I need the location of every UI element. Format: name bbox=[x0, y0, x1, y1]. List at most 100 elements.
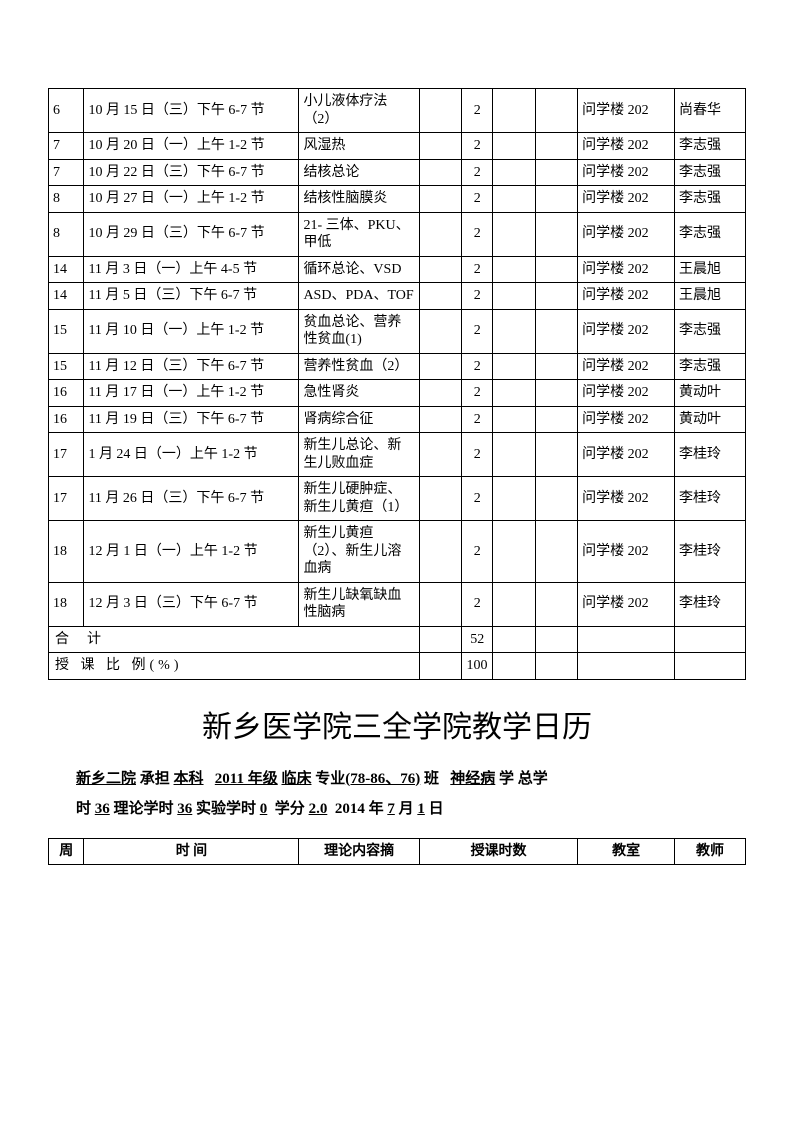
cell: 2 bbox=[462, 406, 493, 433]
cell bbox=[535, 256, 578, 283]
cell: 2 bbox=[462, 477, 493, 521]
cell bbox=[535, 582, 578, 626]
cell: 2 bbox=[462, 133, 493, 160]
cell bbox=[535, 309, 578, 353]
cell bbox=[419, 353, 462, 380]
cell bbox=[493, 406, 536, 433]
cell: 李桂玲 bbox=[675, 521, 746, 583]
cell bbox=[493, 309, 536, 353]
cell bbox=[493, 186, 536, 213]
total-hours: 36 bbox=[95, 801, 110, 817]
grade: 2011 年级 bbox=[215, 771, 278, 787]
cell: 小儿液体疗法（2） bbox=[299, 89, 419, 133]
cell: 2 bbox=[462, 309, 493, 353]
class-range: (78-86、76) bbox=[345, 771, 420, 787]
cell: 问学楼 202 bbox=[578, 186, 675, 213]
cell bbox=[419, 582, 462, 626]
cell: 8 bbox=[49, 186, 84, 213]
level: 本科 bbox=[174, 771, 204, 787]
page-title: 新乡医学院三全学院教学日历 bbox=[48, 702, 746, 746]
cell: 11 月 26 日（三）下午 6-7 节 bbox=[84, 477, 299, 521]
cell: 10 月 29 日（三）下午 6-7 节 bbox=[84, 212, 299, 256]
table-header-row: 周 时 间 理论内容摘 授课时数 教室 教师 bbox=[49, 838, 746, 865]
col-content: 理论内容摘 bbox=[299, 838, 419, 865]
cell: 2 bbox=[462, 353, 493, 380]
cell bbox=[493, 89, 536, 133]
schedule-table: 610 月 15 日（三）下午 6-7 节小儿液体疗法（2）2问学楼 202尚春… bbox=[48, 88, 746, 680]
table-row: 1812 月 1 日（一）上午 1-2 节新生儿黄疸（2）、新生儿溶血病2问学楼… bbox=[49, 521, 746, 583]
cell: 李桂玲 bbox=[675, 582, 746, 626]
lab-hours: 0 bbox=[260, 801, 268, 817]
cell: 10 月 27 日（一）上午 1-2 节 bbox=[84, 186, 299, 213]
cell bbox=[493, 433, 536, 477]
cell: 2 bbox=[462, 89, 493, 133]
cell: 结核总论 bbox=[299, 159, 419, 186]
table-row: 810 月 29 日（三）下午 6-7 节21- 三体、PKU、甲低2问学楼 2… bbox=[49, 212, 746, 256]
cell bbox=[493, 380, 536, 407]
cell: 10 月 20 日（一）上午 1-2 节 bbox=[84, 133, 299, 160]
cell: 1 月 24 日（一）上午 1-2 节 bbox=[84, 433, 299, 477]
cell bbox=[493, 159, 536, 186]
table-row: 171 月 24 日（一）上午 1-2 节新生儿总论、新生儿败血症2问学楼 20… bbox=[49, 433, 746, 477]
cell: 李志强 bbox=[675, 353, 746, 380]
cell bbox=[493, 477, 536, 521]
cell: 循环总论、VSD bbox=[299, 256, 419, 283]
cell: 10 月 15 日（三）下午 6-7 节 bbox=[84, 89, 299, 133]
cell: 问学楼 202 bbox=[578, 521, 675, 583]
total-row: 合计52 bbox=[49, 626, 746, 653]
cell bbox=[493, 521, 536, 583]
cell: 11 月 10 日（一）上午 1-2 节 bbox=[84, 309, 299, 353]
cell: 新生儿缺氧缺血性脑病 bbox=[299, 582, 419, 626]
credits: 2.0 bbox=[309, 801, 328, 817]
cell: 问学楼 202 bbox=[578, 353, 675, 380]
cell: 21- 三体、PKU、甲低 bbox=[299, 212, 419, 256]
cell: ASD、PDA、TOF bbox=[299, 283, 419, 310]
cell: 14 bbox=[49, 256, 84, 283]
total-label: 合计 bbox=[49, 626, 420, 653]
cell bbox=[535, 212, 578, 256]
cell: 李桂玲 bbox=[675, 477, 746, 521]
cell bbox=[535, 521, 578, 583]
cell: 李志强 bbox=[675, 133, 746, 160]
major: 临床 bbox=[281, 771, 311, 787]
cell: 李志强 bbox=[675, 159, 746, 186]
cell bbox=[535, 133, 578, 160]
day: 1 bbox=[417, 801, 425, 817]
hospital: 新乡二院 bbox=[76, 771, 136, 787]
cell: 黄动叶 bbox=[675, 406, 746, 433]
cell bbox=[419, 477, 462, 521]
cell bbox=[419, 89, 462, 133]
cell bbox=[419, 309, 462, 353]
cell: 16 bbox=[49, 380, 84, 407]
table-row: 1611 月 17 日（一）上午 1-2 节急性肾炎2问学楼 202黄动叶 bbox=[49, 380, 746, 407]
cell: 7 bbox=[49, 133, 84, 160]
cell bbox=[419, 406, 462, 433]
cell: 14 bbox=[49, 283, 84, 310]
cell bbox=[535, 406, 578, 433]
cell: 问学楼 202 bbox=[578, 433, 675, 477]
ratio-value: 100 bbox=[462, 653, 493, 680]
cell: 黄动叶 bbox=[675, 380, 746, 407]
cell bbox=[535, 159, 578, 186]
table-row: 1411 月 3 日（一）上午 4-5 节循环总论、VSD2问学楼 202王晨旭 bbox=[49, 256, 746, 283]
col-hours: 授课时数 bbox=[419, 838, 577, 865]
cell: 2 bbox=[462, 256, 493, 283]
cell bbox=[493, 212, 536, 256]
cell: 急性肾炎 bbox=[299, 380, 419, 407]
table-row: 610 月 15 日（三）下午 6-7 节小儿液体疗法（2）2问学楼 202尚春… bbox=[49, 89, 746, 133]
cell bbox=[493, 353, 536, 380]
cell bbox=[419, 133, 462, 160]
table-row: 1611 月 19 日（三）下午 6-7 节肾病综合征2问学楼 202黄动叶 bbox=[49, 406, 746, 433]
theory-hours: 36 bbox=[177, 801, 192, 817]
ratio-row: 授 课 比 例(%)100 bbox=[49, 653, 746, 680]
table-row: 1511 月 12 日（三）下午 6-7 节营养性贫血（2）2问学楼 202李志… bbox=[49, 353, 746, 380]
table-row: 1411 月 5 日（三）下午 6-7 节ASD、PDA、TOF2问学楼 202… bbox=[49, 283, 746, 310]
cell: 15 bbox=[49, 353, 84, 380]
cell: 2 bbox=[462, 186, 493, 213]
table-row: 810 月 27 日（一）上午 1-2 节结核性脑膜炎2问学楼 202李志强 bbox=[49, 186, 746, 213]
cell bbox=[493, 582, 536, 626]
table-row: 1511 月 10 日（一）上午 1-2 节贫血总论、营养性贫血(1)2问学楼 … bbox=[49, 309, 746, 353]
cell: 王晨旭 bbox=[675, 256, 746, 283]
cell bbox=[493, 256, 536, 283]
cell: 2 bbox=[462, 212, 493, 256]
